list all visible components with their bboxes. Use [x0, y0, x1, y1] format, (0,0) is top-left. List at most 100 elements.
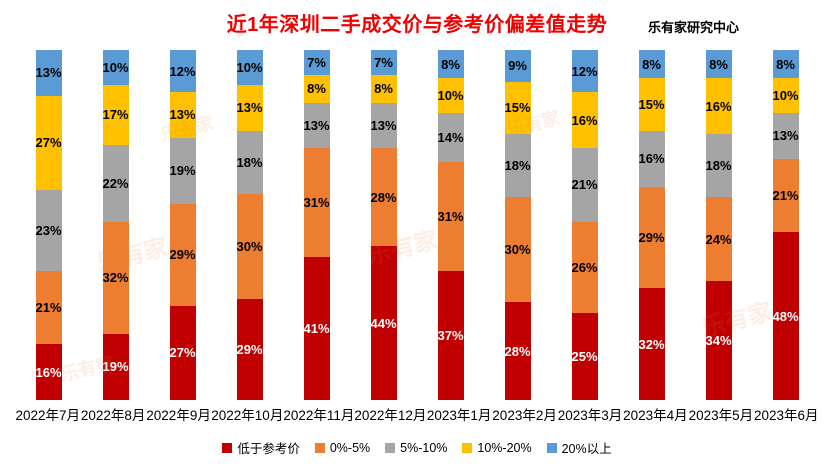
segment-label: 23%: [35, 222, 62, 238]
segment-label: 10%: [236, 60, 263, 75]
segment-label: 31%: [303, 194, 330, 210]
bar-column: 7% 8% 13% 28% 44%: [350, 50, 417, 400]
bar-segment: 41%: [303, 256, 330, 400]
segment-label: 13%: [303, 117, 330, 133]
bar-stack: 8% 15% 16% 29% 32%: [638, 50, 665, 400]
bar-segment: 27%: [35, 95, 62, 190]
segment-label: 34%: [705, 333, 732, 348]
bar-column: 8% 15% 16% 29% 32%: [618, 50, 685, 400]
bar-segment: 19%: [102, 333, 129, 400]
bar-segment: 10%: [437, 78, 464, 113]
segment-label: 8%: [776, 56, 795, 72]
bar-segment: 21%: [571, 148, 598, 222]
bar-segment: 18%: [705, 134, 732, 197]
bar-column: 9% 15% 18% 30% 28%: [484, 50, 551, 400]
legend-item-label: 低于参考价: [237, 442, 300, 456]
x-axis-label: 2023年4月: [623, 408, 688, 423]
legend-swatch: [314, 442, 325, 453]
legend-swatch: [462, 442, 473, 453]
legend: 低于参考价 0%-5% 5%-10% 10%-20% 20%以上: [0, 438, 834, 457]
segment-label: 10%: [772, 88, 799, 103]
bar-segment: 22%: [102, 144, 129, 222]
bar-column: 10% 17% 22% 32% 19%: [82, 50, 149, 400]
x-axis-label: 2022年11月: [283, 408, 355, 423]
bar-stack: 8% 10% 14% 31% 37%: [437, 50, 464, 400]
bar-segment: 29%: [169, 204, 196, 306]
legend-item-label: 5%-10%: [400, 440, 448, 455]
bar-stack: 9% 15% 18% 30% 28%: [504, 50, 531, 400]
segment-label: 10%: [437, 88, 464, 103]
bar-segment: 32%: [638, 288, 665, 400]
segment-label: 29%: [638, 229, 665, 245]
x-axis: 2022年7月 2022年8月 2022年9月 2022年10月 2022年11月 202…: [15, 404, 819, 424]
bar-segment: 16%: [705, 78, 732, 134]
x-axis-label: 2023年5月: [688, 408, 754, 423]
bar-segment: 12%: [169, 50, 196, 92]
bar-segment: 15%: [504, 81, 531, 134]
segment-label: 21%: [571, 177, 598, 193]
bar-segment: 7%: [370, 50, 397, 75]
segment-label: 44%: [370, 315, 397, 331]
segment-label: 21%: [35, 299, 62, 315]
segment-label: 10%: [102, 60, 129, 75]
segment-label: 9%: [508, 58, 527, 74]
bar-column: 10% 13% 18% 30% 29%: [216, 50, 283, 400]
bar-stack: 13% 27% 23% 21% 16%: [35, 50, 62, 400]
bar-segment: 13%: [35, 50, 62, 96]
segment-label: 8%: [374, 81, 393, 96]
segment-label: 41%: [303, 320, 330, 336]
bar-segment: 25%: [571, 312, 598, 400]
legend-swatch: [546, 442, 557, 453]
legend-item: 0%-5%: [314, 440, 371, 455]
bar-segment: 12%: [571, 50, 598, 92]
legend-item: 10%-20%: [462, 441, 532, 455]
bar-segment: 13%: [370, 102, 397, 148]
bar-segment: 29%: [638, 186, 665, 288]
segment-label: 31%: [437, 208, 464, 224]
segment-label: 32%: [102, 270, 129, 285]
chart-title: 近1年深圳二手成交价与参考价偏差值走势: [226, 14, 608, 36]
bar-segment: 8%: [370, 74, 397, 103]
bar-segment: 34%: [705, 281, 732, 400]
segment-label: 13%: [35, 65, 62, 81]
segment-label: 13%: [370, 117, 397, 133]
bar-stack: 12% 13% 19% 29% 27%: [169, 50, 196, 400]
bar-segment: 30%: [236, 193, 263, 299]
segment-label: 27%: [169, 345, 196, 361]
segment-label: 48%: [772, 308, 799, 324]
segment-label: 32%: [638, 336, 665, 352]
segment-label: 16%: [705, 98, 732, 114]
segment-label: 15%: [638, 96, 665, 112]
bar-segment: 24%: [705, 197, 732, 281]
segment-label: 28%: [504, 343, 531, 359]
bar-column: 12% 16% 21% 26% 25%: [551, 50, 618, 400]
segment-label: 16%: [638, 151, 665, 166]
bar-segment: 32%: [102, 221, 129, 334]
segment-label: 16%: [35, 364, 62, 380]
segment-label: 14%: [437, 130, 464, 145]
segment-label: 13%: [772, 128, 799, 144]
segment-label: 8%: [642, 56, 661, 72]
bar-segment: 15%: [638, 78, 665, 131]
bar-segment: 8%: [705, 50, 732, 78]
bar-segment: 8%: [638, 50, 665, 78]
segment-label: 18%: [504, 158, 531, 173]
bar-stack: 8% 10% 13% 21% 48%: [772, 50, 799, 400]
bar-segment: 19%: [169, 137, 196, 204]
x-axis-label: 2022年9月: [146, 408, 211, 423]
bar-stack: 10% 13% 18% 30% 29%: [236, 50, 263, 400]
segment-label: 18%: [705, 158, 732, 173]
bar-segment: 7%: [303, 50, 330, 75]
legend-item: 5%-10%: [385, 441, 447, 455]
legend-swatch: [385, 442, 396, 453]
bar-segment: 31%: [303, 148, 330, 257]
bar-stack: 7% 8% 13% 28% 44%: [370, 50, 397, 400]
bar-segment: 10%: [772, 78, 799, 113]
bar-stack: 8% 16% 18% 24% 34%: [705, 50, 732, 400]
segment-label: 12%: [571, 63, 598, 79]
segment-label: 19%: [102, 359, 129, 375]
bar-segment: 16%: [571, 92, 598, 148]
legend-item-label: 0%-5%: [329, 440, 371, 455]
bar-segment: 21%: [772, 158, 799, 232]
